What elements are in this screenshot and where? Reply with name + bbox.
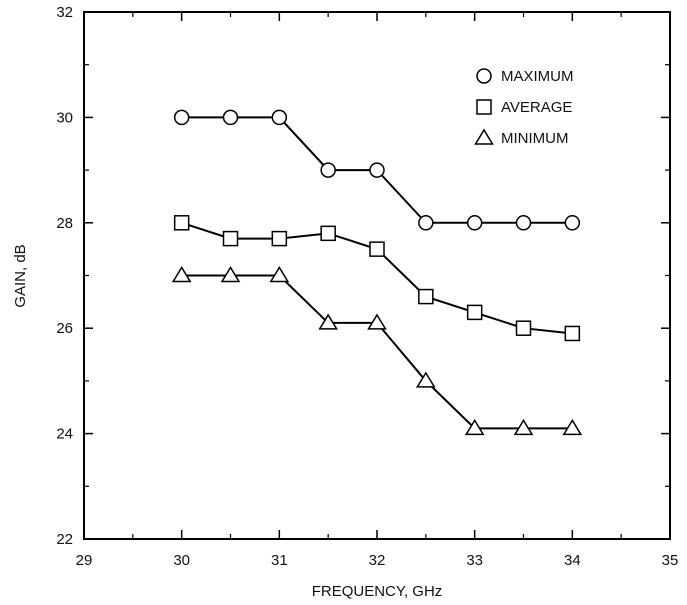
x-tick-label: 31 bbox=[271, 552, 288, 569]
series-maximum bbox=[173, 109, 581, 231]
data-point-average bbox=[271, 230, 288, 247]
data-point-minimum bbox=[318, 313, 338, 330]
data-point-average bbox=[418, 288, 434, 305]
series-line-minimum bbox=[181, 274, 573, 430]
y-tick-label: 22 bbox=[56, 531, 73, 548]
data-point-maximum bbox=[418, 215, 434, 231]
data-point-maximum bbox=[369, 162, 385, 178]
data-point-maximum bbox=[564, 215, 581, 231]
y-tick-label: 30 bbox=[56, 109, 73, 126]
data-point-minimum bbox=[269, 266, 290, 283]
legend-label-average: AVERAGE bbox=[501, 99, 572, 116]
x-tick-label: 29 bbox=[76, 552, 93, 569]
data-point-maximum bbox=[173, 109, 190, 126]
x-tick-label: 30 bbox=[173, 552, 190, 569]
legend-marker-minimum bbox=[474, 128, 494, 145]
data-point-minimum bbox=[367, 313, 387, 330]
data-point-maximum bbox=[271, 109, 288, 126]
legend-marker-average bbox=[476, 99, 492, 115]
data-point-average bbox=[222, 230, 239, 247]
x-tick-label: 35 bbox=[662, 552, 679, 569]
data-point-maximum bbox=[320, 162, 336, 178]
y-tick-label: 26 bbox=[56, 320, 73, 337]
axis-ticks: 29 30 31 32 33 34 35 22 24 26 28 30 32 bbox=[56, 4, 678, 569]
y-tick-label: 24 bbox=[56, 426, 73, 443]
data-point-minimum bbox=[220, 266, 241, 283]
series-layer bbox=[171, 109, 583, 436]
data-point-minimum bbox=[171, 266, 192, 283]
data-point-maximum bbox=[466, 215, 483, 231]
legend-marker-maximum bbox=[476, 68, 492, 84]
data-point-minimum bbox=[513, 418, 534, 436]
data-point-minimum bbox=[562, 418, 583, 436]
series-minimum bbox=[171, 266, 583, 436]
legend: MAXIMUM AVERAGE MINIMUM bbox=[474, 68, 574, 147]
plot-frame bbox=[83, 11, 671, 540]
legend-item-average: AVERAGE bbox=[476, 99, 572, 116]
data-point-average bbox=[466, 304, 483, 321]
x-tick-label: 33 bbox=[466, 552, 483, 569]
y-tick-label: 28 bbox=[56, 215, 73, 232]
legend-label-maximum: MAXIMUM bbox=[501, 68, 574, 85]
data-point-maximum bbox=[515, 215, 532, 231]
legend-item-minimum: MINIMUM bbox=[474, 128, 569, 147]
data-point-maximum bbox=[222, 109, 239, 126]
legend-item-maximum: MAXIMUM bbox=[476, 68, 574, 85]
data-point-average bbox=[564, 325, 581, 342]
series-average bbox=[173, 215, 581, 342]
legend-label-minimum: MINIMUM bbox=[501, 130, 569, 147]
data-point-average bbox=[173, 215, 190, 231]
data-point-minimum bbox=[464, 418, 485, 436]
data-point-average bbox=[320, 225, 336, 242]
y-tick-label: 32 bbox=[56, 4, 73, 21]
y-axis-title: GAIN, dB bbox=[12, 244, 29, 307]
x-tick-label: 32 bbox=[369, 552, 386, 569]
x-axis-title: FREQUENCY, GHz bbox=[312, 583, 443, 600]
data-point-average bbox=[369, 241, 385, 257]
x-tick-label: 34 bbox=[564, 552, 581, 569]
data-point-minimum bbox=[416, 371, 436, 388]
data-point-average bbox=[515, 320, 532, 336]
